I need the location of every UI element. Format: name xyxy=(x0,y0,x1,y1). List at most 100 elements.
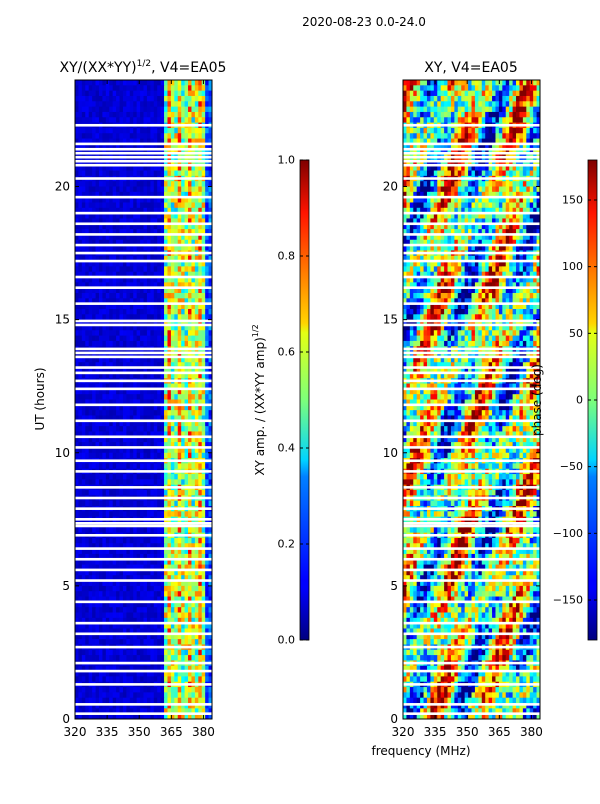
heatmap-cell xyxy=(98,308,103,315)
heatmap-cell xyxy=(194,607,199,613)
heatmap-cell xyxy=(150,266,155,273)
heatmap-cell xyxy=(105,303,110,310)
heatmap-cell xyxy=(153,362,158,368)
heatmap-cell xyxy=(133,106,138,113)
heatmap-cell xyxy=(98,442,103,448)
heatmap-cell xyxy=(170,159,175,166)
heatmap-cell xyxy=(153,308,158,315)
heatmap-cell xyxy=(167,324,172,331)
flagged-row xyxy=(75,518,212,521)
heatmap-cell xyxy=(188,601,192,608)
heatmap-cell xyxy=(150,687,155,693)
heatmap-cell xyxy=(201,399,206,406)
heatmap-cell xyxy=(109,591,114,597)
heatmap-cell xyxy=(201,490,206,496)
heatmap-cell xyxy=(440,85,445,92)
heatmap-cell xyxy=(119,559,124,565)
heatmap-cell xyxy=(153,197,158,203)
heatmap-cell xyxy=(164,106,168,113)
heatmap-cell xyxy=(485,80,490,86)
heatmap-cell xyxy=(198,101,203,108)
heatmap-cell xyxy=(188,293,192,299)
heatmap-cell xyxy=(92,170,96,177)
heatmap-cell xyxy=(129,665,134,672)
heatmap-cell xyxy=(153,463,158,470)
heatmap-cell xyxy=(184,293,189,299)
heatmap-cell xyxy=(150,367,155,374)
heatmap-cell xyxy=(143,591,148,597)
heatmap-cell xyxy=(160,527,165,534)
heatmap-cell xyxy=(129,383,134,390)
heatmap-cell xyxy=(153,293,158,299)
heatmap-cell xyxy=(474,80,479,86)
heatmap-cell xyxy=(157,431,162,438)
heatmap-cell xyxy=(170,617,175,624)
heatmap-cell xyxy=(150,117,155,124)
heatmap-cell xyxy=(75,415,79,422)
heatmap-cell xyxy=(146,159,151,166)
heatmap-cell xyxy=(78,319,83,326)
flagged-row xyxy=(75,163,212,167)
heatmap-cell xyxy=(105,649,110,656)
heatmap-cell xyxy=(191,596,196,603)
heatmap-cell xyxy=(133,649,138,656)
heatmap-cell xyxy=(95,671,100,677)
heatmap-cell xyxy=(170,607,175,613)
heatmap-cell xyxy=(167,80,172,86)
heatmap-cell xyxy=(160,628,165,635)
heatmap-cell xyxy=(75,362,79,368)
heatmap-cell xyxy=(198,452,203,459)
heatmap-cell xyxy=(102,133,107,139)
heatmap-cell xyxy=(95,277,100,283)
heatmap-cell xyxy=(177,197,182,203)
heatmap-cell xyxy=(88,500,93,507)
heatmap-cell xyxy=(177,676,182,683)
heatmap-cell xyxy=(105,277,110,283)
heatmap-cell xyxy=(167,229,172,235)
heatmap-cell xyxy=(85,404,90,411)
heatmap-cell xyxy=(188,607,192,613)
heatmap-cell xyxy=(119,697,124,704)
heatmap-cell xyxy=(191,612,196,619)
heatmap-cell xyxy=(112,607,117,613)
heatmap-cell xyxy=(174,335,179,342)
heatmap-cell xyxy=(150,106,155,113)
heatmap-cell xyxy=(164,223,168,230)
heatmap-cell xyxy=(205,511,209,518)
heatmap-cell xyxy=(194,708,199,715)
heatmap-cell xyxy=(78,490,83,496)
heatmap-cell xyxy=(129,713,134,719)
heatmap-cell xyxy=(112,356,117,363)
heatmap-cell xyxy=(95,426,100,432)
heatmap-cell xyxy=(198,633,203,640)
heatmap-cell xyxy=(146,703,151,709)
heatmap-cell xyxy=(468,95,472,102)
heatmap-cell xyxy=(191,335,196,342)
heatmap-cell xyxy=(98,255,103,262)
heatmap-cell xyxy=(181,223,185,230)
heatmap-cell xyxy=(150,628,155,635)
heatmap-cell xyxy=(157,623,162,629)
heatmap-cell xyxy=(98,356,103,363)
heatmap-cell xyxy=(116,692,120,699)
heatmap-cell xyxy=(122,207,127,214)
heatmap-cell xyxy=(150,697,155,704)
heatmap-cell xyxy=(92,314,96,321)
heatmap-cell xyxy=(119,676,124,683)
heatmap-cell xyxy=(174,442,179,448)
heatmap-cell xyxy=(88,127,93,134)
heatmap-cell xyxy=(150,197,155,203)
heatmap-cell xyxy=(140,612,144,619)
heatmap-cell xyxy=(468,80,472,86)
heatmap-cell xyxy=(170,101,175,108)
heatmap-cell xyxy=(122,452,127,459)
heatmap-cell xyxy=(116,191,120,198)
heatmap-cell xyxy=(174,218,179,225)
heatmap-cell xyxy=(191,655,196,661)
heatmap-cell xyxy=(133,708,138,715)
heatmap-cell xyxy=(119,490,124,496)
heatmap-cell xyxy=(194,356,199,363)
heatmap-cell xyxy=(102,452,107,459)
heatmap-cell xyxy=(201,255,206,262)
heatmap-cell xyxy=(160,234,165,241)
